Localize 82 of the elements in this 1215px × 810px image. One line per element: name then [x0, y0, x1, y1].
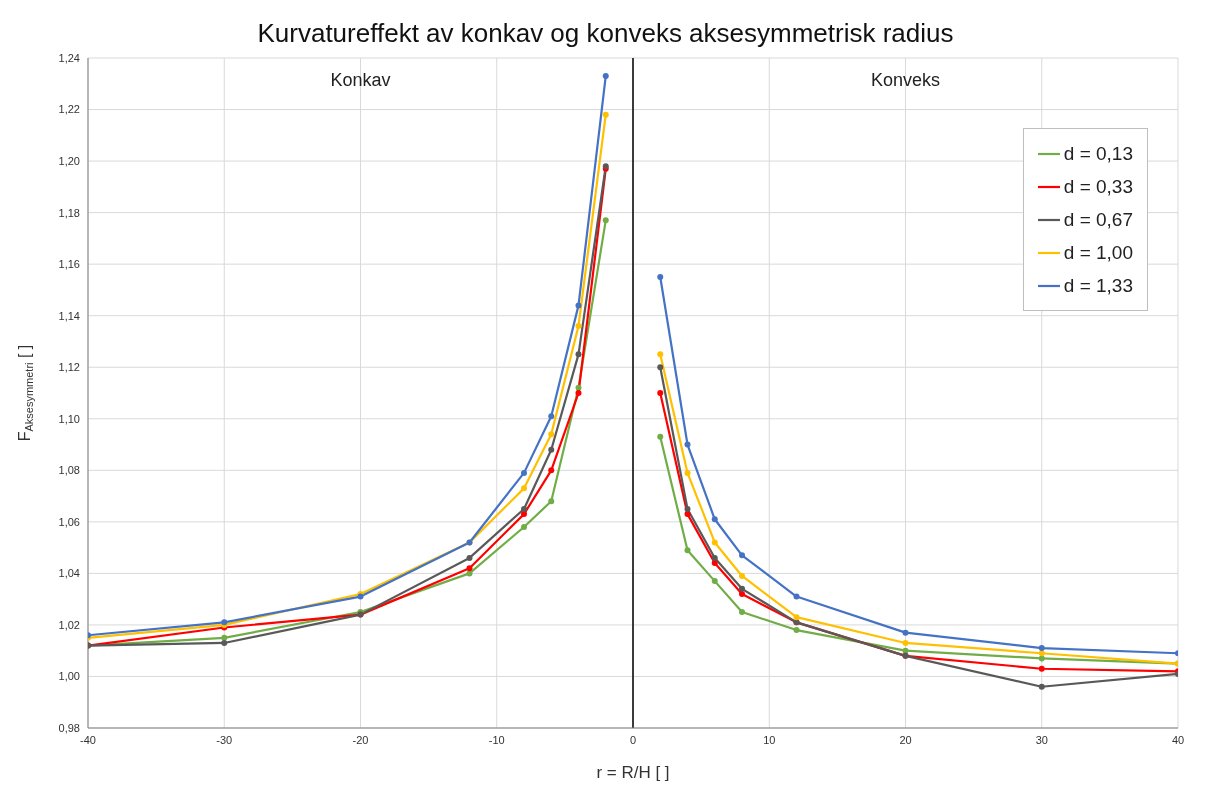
point	[793, 614, 800, 621]
point	[575, 351, 582, 358]
point	[657, 364, 664, 371]
y-tick-label: 1,06	[58, 515, 80, 528]
x-axis-title: r = R/H [ ]	[596, 763, 670, 783]
y-tick-label: 0,98	[58, 721, 80, 734]
legend-label: d = 1,00	[1062, 241, 1133, 265]
point	[657, 351, 664, 358]
point	[466, 565, 473, 572]
point	[657, 274, 664, 281]
point	[684, 505, 691, 512]
chart-title: Kurvatureffekt av konkav og konveks aksesymmetrisk radius	[256, 18, 955, 49]
y-tick-label: 1,16	[58, 258, 80, 271]
y-tick-label: 1,22	[58, 103, 80, 116]
y-tick-label: 1,08	[58, 464, 80, 477]
point	[711, 578, 718, 585]
point	[521, 485, 527, 492]
point	[793, 593, 800, 600]
y-tick-label: 1,24	[58, 51, 80, 64]
y-tick-label: 1,12	[58, 361, 80, 374]
point	[521, 524, 527, 530]
x-tick-label: 20	[899, 733, 912, 746]
point	[739, 572, 745, 579]
point	[711, 560, 718, 567]
point	[902, 629, 909, 636]
point	[548, 446, 555, 453]
legend-label: d = 0,33	[1062, 175, 1133, 199]
point	[602, 217, 609, 224]
point	[548, 467, 555, 474]
point	[657, 390, 664, 396]
point	[684, 469, 691, 476]
point	[1038, 655, 1045, 662]
point	[548, 498, 555, 505]
x-tick-label: -30	[216, 733, 233, 746]
point	[739, 552, 745, 559]
point	[1038, 665, 1045, 672]
point	[739, 609, 745, 616]
point	[1038, 650, 1045, 657]
point	[221, 639, 228, 646]
x-tick-label: 40	[1171, 733, 1185, 746]
point	[221, 634, 228, 641]
y-tick-label: 1,00	[58, 670, 80, 683]
legend-label: d = 1,33	[1062, 274, 1133, 298]
point	[548, 431, 555, 438]
legend-label: d = 0,13	[1062, 142, 1133, 166]
point	[575, 323, 582, 329]
point	[602, 73, 609, 80]
y-tick-label: 1,14	[58, 309, 80, 322]
y-tick-label: 1,20	[58, 154, 80, 167]
y-tick-label: 1,10	[58, 412, 80, 425]
point	[684, 547, 691, 554]
point	[902, 639, 909, 646]
x-tick-label: -20	[352, 733, 369, 746]
point	[711, 539, 718, 546]
x-tick-label: -40	[80, 733, 96, 746]
point	[521, 469, 527, 476]
point	[575, 390, 582, 396]
point	[1038, 645, 1045, 652]
point	[1038, 683, 1045, 690]
point	[711, 516, 718, 523]
legend-label: d = 0,67	[1062, 208, 1133, 232]
y-tick-label: 1,02	[58, 618, 80, 631]
point	[739, 585, 745, 592]
point	[739, 591, 745, 597]
x-tick-label: -10	[488, 733, 505, 746]
point	[684, 441, 691, 448]
point	[602, 111, 609, 118]
x-tick-label: 10	[763, 733, 776, 746]
x-tick-label: 30	[1035, 733, 1048, 746]
point	[711, 554, 718, 561]
x-tick-label: 0	[629, 733, 637, 746]
annotation: Konveks	[870, 70, 941, 91]
point	[657, 433, 664, 440]
annotation: Konkav	[330, 70, 391, 91]
y-tick-label: 1,04	[58, 567, 80, 580]
point	[548, 413, 555, 420]
point	[521, 511, 527, 518]
point	[521, 505, 527, 512]
y-tick-label: 1,18	[58, 206, 80, 219]
point	[575, 302, 582, 309]
point	[793, 627, 800, 634]
point	[466, 554, 473, 561]
